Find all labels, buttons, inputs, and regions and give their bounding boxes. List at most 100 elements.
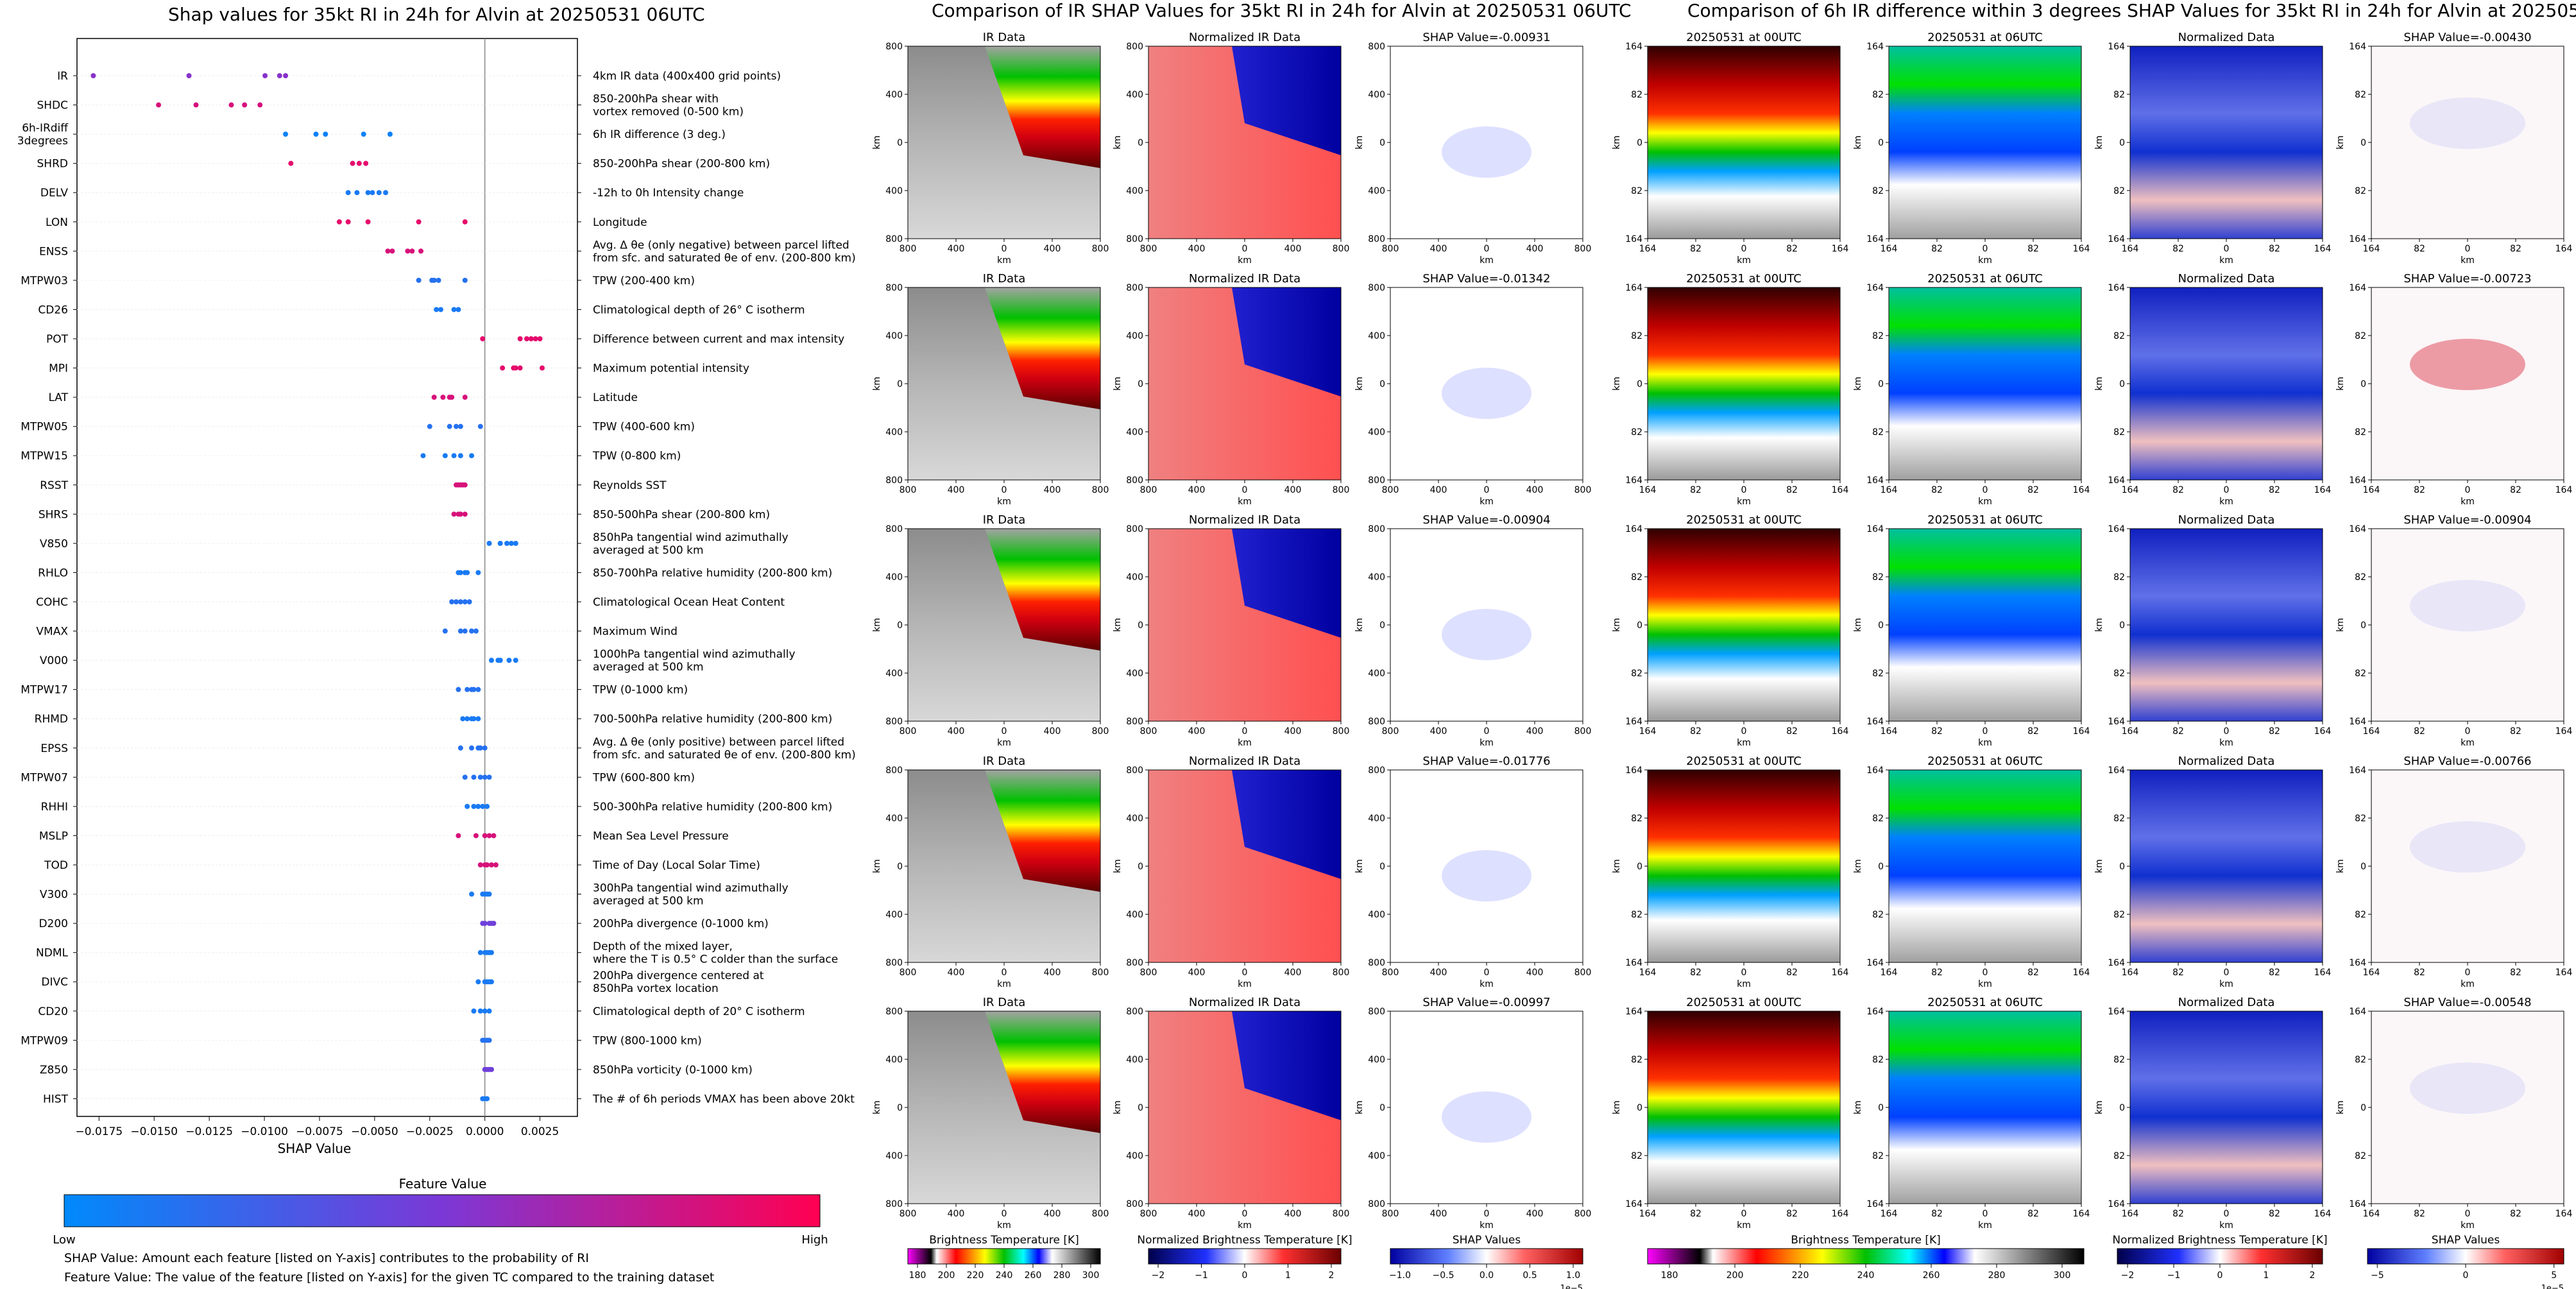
panel-y-tick-label: 0 bbox=[2360, 379, 2366, 389]
panel-x-axis-label: km bbox=[997, 497, 1011, 507]
colorbar-tick-label: 0.0 bbox=[1480, 1270, 1494, 1281]
feature-description-label: 4km IR data (400x400 grid points) bbox=[593, 70, 781, 83]
panel-x-tick-label: 800 bbox=[1140, 485, 1157, 495]
panel-x-tick-label: 82 bbox=[2172, 244, 2184, 254]
panel-y-tick-label: 0 bbox=[1138, 862, 1143, 872]
panel-y-tick-label: 0 bbox=[1138, 1103, 1143, 1113]
normalized-colorbar: Normalized Brightness Temperature [K] −2 −… bbox=[1137, 1234, 1352, 1281]
panel-x-axis-label: km bbox=[1978, 255, 1992, 266]
panel-x-tick-label: 164 bbox=[1639, 726, 1657, 737]
panel-y-tick-label: 0 bbox=[1878, 620, 1884, 631]
normalized-diff-image bbox=[2130, 287, 2323, 480]
panel-x-tick-label: 164 bbox=[2073, 244, 2090, 254]
panel-y-tick-label: 82 bbox=[2355, 427, 2366, 438]
shap-point bbox=[513, 540, 518, 546]
panel-y-tick-label: 82 bbox=[1631, 814, 1642, 824]
normalized-diff-panel-title: Normalized Data bbox=[2178, 755, 2275, 768]
colorbar-ramp bbox=[907, 1248, 1101, 1265]
panel-y-axis-label: km bbox=[1853, 859, 1863, 873]
shap-point bbox=[488, 862, 494, 867]
diff-t0-panel-title: 20250531 at 00UTC bbox=[1686, 31, 1802, 44]
panel-x-tick-label: 164 bbox=[2314, 485, 2332, 495]
feature-name-label: NDML bbox=[36, 947, 68, 960]
panel-x-tick-label: 800 bbox=[1092, 244, 1109, 254]
panel-y-tick-label: 164 bbox=[2108, 958, 2125, 968]
x-axis-label: SHAP Value bbox=[278, 1141, 352, 1156]
feature-name-label: MTPW07 bbox=[21, 771, 68, 784]
panel-y-axis-label: km bbox=[2094, 618, 2104, 632]
shap-point bbox=[482, 921, 488, 926]
shap-point bbox=[420, 453, 426, 459]
panel-x-tick-label: 400 bbox=[1188, 485, 1206, 495]
panel-y-tick-label: 82 bbox=[1631, 331, 1642, 341]
shap-point bbox=[488, 1066, 494, 1072]
feature-description-label: Climatological Ocean Heat Content bbox=[593, 596, 785, 609]
panel-y-tick-label: 400 bbox=[1368, 910, 1385, 920]
panel-y-axis-label: km bbox=[2335, 859, 2346, 873]
ir-image-convection bbox=[985, 287, 1100, 409]
panel-x-axis-label: km bbox=[997, 738, 1011, 748]
panel-x-tick-label: 400 bbox=[1430, 726, 1447, 737]
panel-y-tick-label: 82 bbox=[2113, 427, 2125, 438]
diff-t6-image bbox=[1889, 770, 2081, 962]
panel-x-tick-label: 82 bbox=[1690, 1209, 1702, 1219]
panel-y-tick-label: 400 bbox=[1126, 910, 1143, 920]
feature-name-label: V000 bbox=[40, 654, 68, 667]
shap-point bbox=[475, 716, 481, 722]
panel-y-tick-label: 0 bbox=[1379, 379, 1385, 389]
panel-x-tick-label: 0 bbox=[2224, 485, 2230, 495]
panel-y-axis-label: km bbox=[1853, 377, 1863, 391]
panel-y-tick-label: 164 bbox=[2349, 958, 2366, 968]
panel-y-tick-label: 400 bbox=[885, 814, 903, 824]
shap-point bbox=[486, 1008, 492, 1014]
shap-point bbox=[469, 628, 475, 634]
colorbar-tick-label: 0 bbox=[2217, 1270, 2223, 1281]
panel-x-tick-label: 0 bbox=[1484, 1209, 1490, 1219]
panel-x-tick-label: 0 bbox=[1741, 726, 1747, 737]
panel-x-axis-label: km bbox=[1238, 255, 1252, 266]
panel-x-tick-label: 400 bbox=[1526, 1209, 1544, 1219]
panel-x-tick-label: 400 bbox=[1284, 244, 1302, 254]
normalized-ir-panel-title: Normalized IR Data bbox=[1189, 31, 1301, 44]
panel-y-tick-label: 800 bbox=[885, 717, 903, 727]
panel-x-tick-label: 0 bbox=[2465, 968, 2471, 978]
panel-y-tick-label: 164 bbox=[2349, 765, 2366, 776]
shap-point bbox=[193, 102, 199, 108]
panel-y-tick-label: 0 bbox=[1637, 862, 1642, 872]
panel-x-tick-label: 164 bbox=[1639, 1209, 1657, 1219]
panel-x-tick-label: 800 bbox=[1092, 968, 1109, 978]
feature-high-label: High bbox=[801, 1233, 828, 1247]
panel-x-tick-label: 164 bbox=[1881, 1209, 1898, 1219]
shap-point bbox=[477, 745, 483, 751]
colorbar-tick-label: 0.5 bbox=[1523, 1270, 1537, 1281]
ir-data-panel-title: IR Data bbox=[983, 755, 1026, 768]
panel-y-tick-label: 800 bbox=[885, 765, 903, 776]
panel-x-axis-label: km bbox=[2219, 979, 2233, 989]
panel-y-tick-label: 164 bbox=[1625, 524, 1642, 534]
shap-point bbox=[457, 745, 463, 751]
feature-name-label: CD20 bbox=[38, 1005, 68, 1018]
panel-x-tick-label: 82 bbox=[1931, 244, 1943, 254]
panel-y-tick-label: 0 bbox=[1138, 379, 1143, 389]
panel-x-tick-label: 82 bbox=[1786, 1209, 1798, 1219]
panel-y-tick-label: 400 bbox=[1126, 331, 1143, 341]
feature-description-label: where the T is 0.5° C colder than the su… bbox=[593, 953, 838, 966]
feature-description-label: The # of 6h periods VMAX has been above … bbox=[592, 1093, 855, 1105]
panel-x-tick-label: 400 bbox=[948, 244, 965, 254]
feature-name-label: SHRD bbox=[37, 158, 68, 171]
diff-t6-image bbox=[1889, 1011, 2081, 1204]
normalized-ir-panel-title: Normalized IR Data bbox=[1189, 513, 1301, 527]
ir-shap-colorbar: SHAP Values −1.0 −0.5 0.0 0.5 1.0 1e−5 bbox=[1389, 1234, 1583, 1289]
panel-x-tick-label: 164 bbox=[2314, 968, 2332, 978]
panel-x-tick-label: 82 bbox=[2414, 968, 2425, 978]
shap-point bbox=[471, 1008, 477, 1014]
